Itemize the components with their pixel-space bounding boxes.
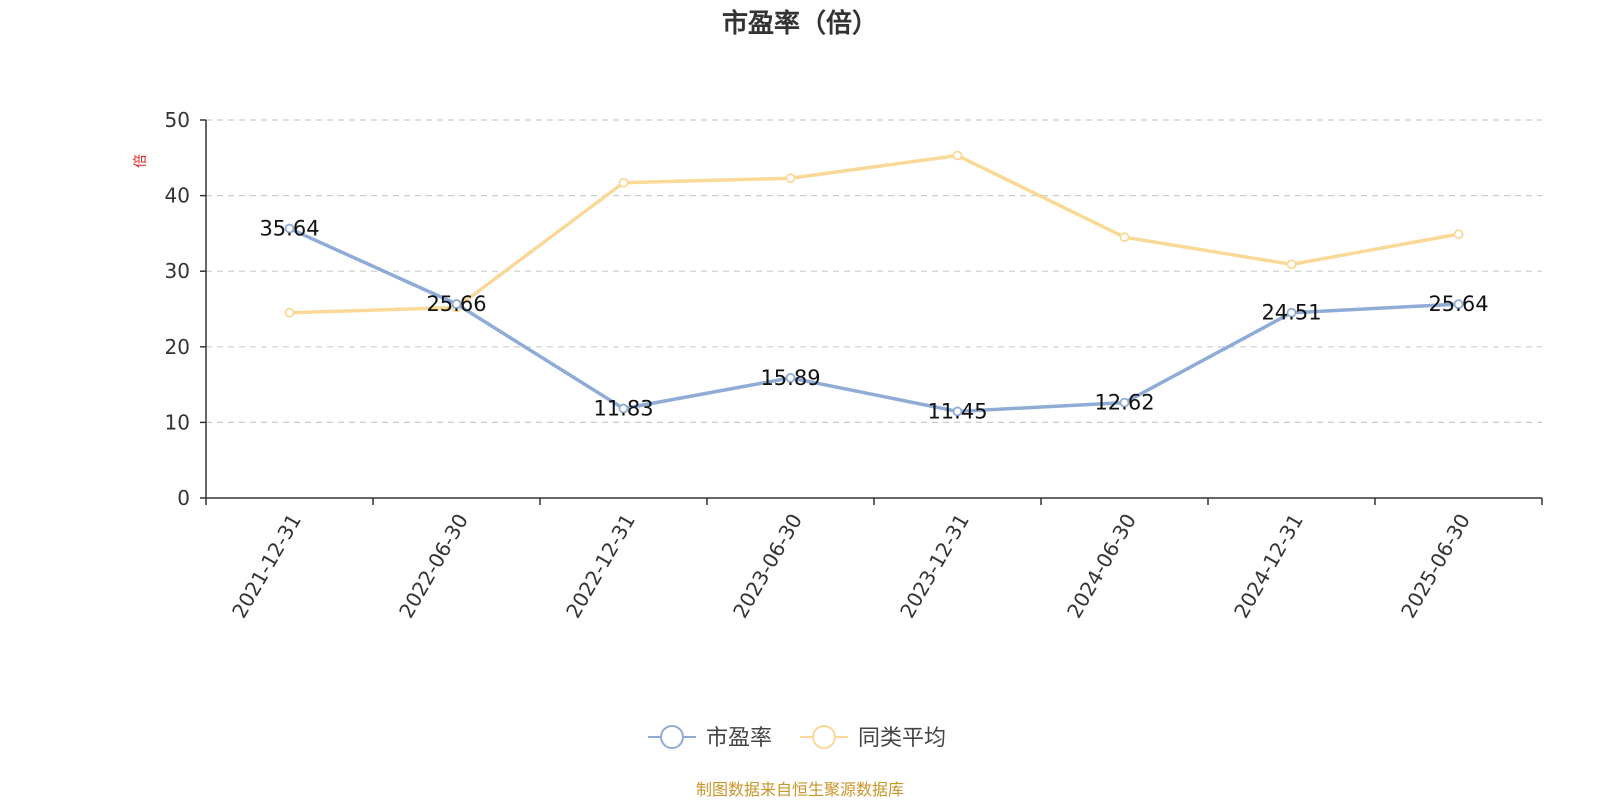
- series-layer: [284, 150, 1464, 417]
- grid-lines: [206, 119, 1542, 423]
- x-tick-label: 2024-12-31: [1229, 510, 1308, 623]
- data-label: 15.89: [760, 366, 820, 390]
- series-line-0: [287, 226, 1461, 414]
- y-axis-unit: 倍: [133, 154, 149, 168]
- chart-title: 市盈率（倍）: [722, 8, 878, 39]
- series-point: [785, 372, 796, 383]
- series-point: [1453, 299, 1464, 310]
- legend-label: 同类平均: [858, 726, 946, 751]
- data-label: 35.64: [259, 217, 319, 241]
- y-tick-label: 10: [165, 410, 190, 434]
- source-note: 制图数据来自恒生聚源数据库: [696, 780, 904, 799]
- series-point: [1119, 232, 1130, 243]
- x-tick-label: 2023-12-31: [895, 510, 974, 623]
- data-labels: 35.64 25.66 11.83 15.89 11.45 12.62 24.51 25.64: [259, 217, 1488, 424]
- series-point: [284, 223, 295, 234]
- x-tick-label: 2023-06-30: [728, 510, 807, 623]
- data-label: 25.66: [426, 292, 486, 316]
- legend-label: 市盈率: [706, 726, 772, 751]
- y-tick-label: 0: [177, 486, 190, 510]
- series-point: [952, 150, 963, 161]
- legend-marker: [660, 725, 684, 749]
- data-label: 24.51: [1261, 301, 1321, 325]
- series-point: [952, 406, 963, 417]
- data-label: 11.83: [593, 397, 653, 421]
- y-tick-label: 30: [165, 259, 190, 283]
- series-point: [451, 299, 462, 309]
- series-point: [618, 403, 629, 414]
- y-tick-label: 50: [165, 108, 190, 132]
- x-tick-label: 2022-12-31: [561, 510, 640, 623]
- series-point: [618, 177, 629, 188]
- x-tick-label: 2025-06-30: [1396, 510, 1475, 623]
- legend: 市盈率 同类平均: [648, 725, 946, 751]
- series-point: [1286, 307, 1297, 318]
- data-label: 11.45: [927, 399, 987, 423]
- legend-marker: [812, 725, 836, 749]
- y-tick-label: 20: [165, 335, 190, 359]
- series-point: [785, 173, 796, 184]
- series-point: [1119, 397, 1130, 408]
- x-tick-label: 2024-06-30: [1062, 510, 1141, 623]
- series-point: [284, 307, 295, 318]
- y-tick-label: 40: [165, 184, 190, 208]
- data-label: 12.62: [1094, 391, 1154, 415]
- series-line-1: [287, 153, 1461, 315]
- series-point: [1286, 259, 1297, 270]
- data-label: 25.64: [1428, 292, 1488, 316]
- x-tick-label: 2022-06-30: [394, 510, 473, 623]
- x-tick-label: 2021-12-31: [227, 510, 306, 623]
- axes: 0 10 20 30 40 50 2021-12-31 2022-06-30 2022-12-3…: [165, 108, 1543, 623]
- series-point: [1453, 229, 1464, 240]
